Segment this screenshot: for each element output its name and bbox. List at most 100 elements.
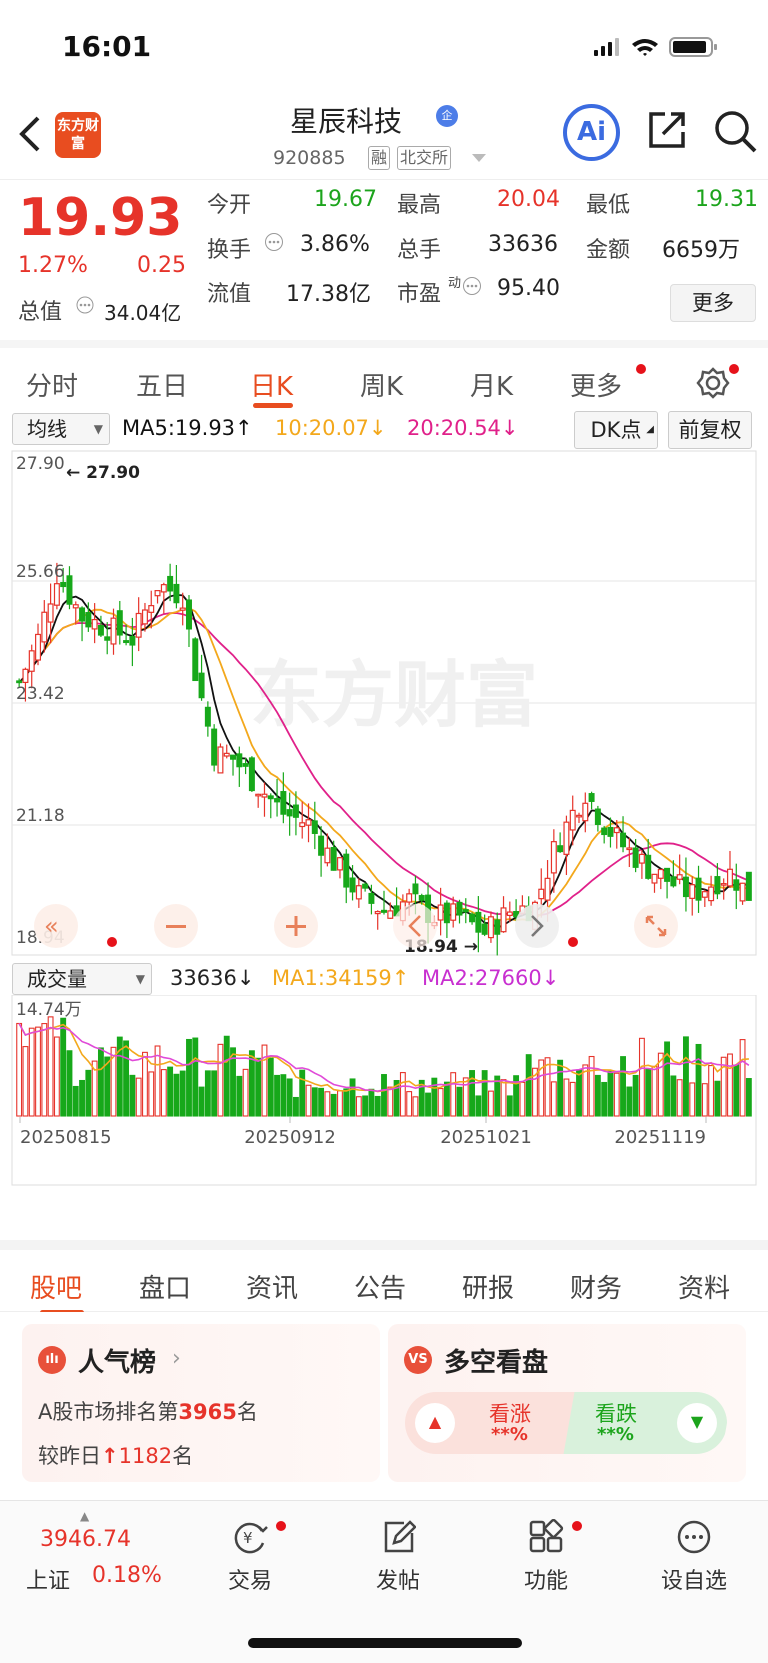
function-tab[interactable]: 功能 xyxy=(486,1519,606,1595)
post-tab[interactable]: 发帖 xyxy=(338,1519,458,1595)
volume-bar xyxy=(708,1065,715,1117)
fullscreen-button[interactable] xyxy=(634,904,678,948)
notification-dot xyxy=(729,364,739,374)
candle-body xyxy=(135,612,142,638)
volume-bar xyxy=(318,1087,325,1117)
tab-pankou[interactable]: 盘口 xyxy=(139,1274,192,1304)
info-icon[interactable] xyxy=(264,232,284,252)
arrow-up-icon: ↑ xyxy=(101,1444,119,1468)
indicator-selector-label: 均线 xyxy=(27,417,67,441)
tab-announcements[interactable]: 公告 xyxy=(354,1274,407,1304)
candle-body xyxy=(355,885,362,900)
volume-ma2: MA2:27660↓ xyxy=(422,966,560,990)
ai-button[interactable]: Ai xyxy=(563,104,620,161)
search-icon[interactable] xyxy=(712,108,760,156)
volume-legend: 成交量 ▼ 33636↓ MA1:34159↑ MA2:27660↓ xyxy=(0,960,768,1000)
popularity-card[interactable]: ılı 人气榜 › A股市场排名第3965名 较昨日↑1182名 xyxy=(22,1324,380,1482)
volume-bar xyxy=(506,1095,513,1117)
tab-weekly-k[interactable]: 周K xyxy=(360,372,404,402)
volume-bar xyxy=(311,1087,318,1117)
tab-monthly-k[interactable]: 月K xyxy=(470,372,514,402)
candle-body xyxy=(217,746,224,774)
step-right-button[interactable] xyxy=(515,904,559,948)
volume-bar xyxy=(727,1053,733,1117)
candle-body xyxy=(192,638,199,682)
volume-bar xyxy=(594,1074,601,1117)
candle-body xyxy=(695,877,702,901)
volume-bar xyxy=(494,1075,501,1117)
index-name[interactable]: 上证 xyxy=(26,1569,71,1594)
back-icon[interactable] xyxy=(16,114,44,154)
candle-body xyxy=(638,853,645,864)
tab-five-day[interactable]: 五日 xyxy=(136,372,189,402)
low-value: 19.31 xyxy=(695,187,758,212)
volume-bar xyxy=(236,1075,243,1117)
volume-bar xyxy=(292,1096,299,1117)
more-button[interactable]: 更多 xyxy=(670,284,756,322)
info-icon[interactable] xyxy=(462,276,482,296)
tab-profile[interactable]: 资料 xyxy=(678,1274,731,1304)
scroll-left-button[interactable] xyxy=(34,904,78,948)
candle-body xyxy=(223,752,230,757)
status-time: 16:01 xyxy=(62,30,152,63)
expand-icon xyxy=(645,915,667,937)
candle-body xyxy=(544,877,551,901)
pe-label: 市盈 xyxy=(397,282,442,307)
tab-news[interactable]: 资讯 xyxy=(246,1274,299,1304)
volume-bar xyxy=(733,1064,740,1117)
settings-icon[interactable] xyxy=(696,366,730,400)
volume-bar xyxy=(651,1065,658,1117)
volume-bar xyxy=(368,1088,375,1117)
date-label: 20251119 xyxy=(614,1127,706,1148)
tab-daily-k[interactable]: 日K xyxy=(250,372,294,402)
share-icon[interactable] xyxy=(645,108,689,152)
marker-dot xyxy=(568,937,578,947)
candle-body xyxy=(248,757,255,792)
candle-body xyxy=(28,650,35,672)
index-change[interactable]: 0.18% xyxy=(92,1563,162,1588)
candle-body xyxy=(387,910,394,919)
volume-bar xyxy=(186,1038,192,1117)
step-left-button[interactable] xyxy=(393,904,437,948)
trade-tab[interactable]: ¥ 交易 xyxy=(190,1519,310,1595)
watchlist-tab[interactable]: 设自选 xyxy=(634,1519,754,1595)
volume-bar xyxy=(104,1056,111,1117)
tab-finance[interactable]: 财务 xyxy=(570,1274,623,1304)
dk-point-button[interactable]: DK点 ◢ xyxy=(574,411,658,449)
marker-dot xyxy=(107,937,117,947)
candle-body xyxy=(41,611,48,643)
candle-body xyxy=(632,847,639,868)
indicator-selector[interactable]: 均线 ▼ xyxy=(12,413,110,445)
volume-bar xyxy=(720,1056,727,1117)
candles xyxy=(16,562,752,956)
more-icon xyxy=(677,1520,711,1554)
tab-intraday[interactable]: 分时 xyxy=(26,372,79,402)
adjust-button[interactable]: 前复权 xyxy=(668,411,752,449)
margin-tag: 融 xyxy=(368,146,391,170)
tab-research[interactable]: 研报 xyxy=(462,1274,515,1304)
active-tab-indicator xyxy=(253,403,293,408)
info-icon[interactable] xyxy=(76,296,94,314)
volume-bar xyxy=(217,1043,224,1117)
status-bar: 16:01 xyxy=(0,0,768,90)
volume-bar xyxy=(248,1050,255,1117)
tab-more[interactable]: 更多 xyxy=(570,372,623,402)
volume-chart[interactable]: 14.74万 20250815 20250912 20251021 20251119 xyxy=(0,995,768,1240)
volume-bar xyxy=(739,1039,746,1117)
volume-selector[interactable]: 成交量 ▼ xyxy=(12,963,152,995)
volume-bar xyxy=(167,1066,174,1117)
candle-body xyxy=(550,841,557,874)
volume-bar xyxy=(160,1069,167,1117)
volume-bar xyxy=(412,1096,419,1117)
dropdown-icon[interactable] xyxy=(472,154,486,164)
candle-body xyxy=(701,891,708,898)
volume-bar xyxy=(97,1047,104,1117)
candle-body xyxy=(569,809,576,831)
volume-bar xyxy=(487,1090,494,1117)
volume-bar xyxy=(374,1095,381,1117)
candle-body xyxy=(588,793,595,802)
mktcap-value: 34.04亿 xyxy=(104,301,182,325)
index-value[interactable]: 3946.74 xyxy=(40,1527,131,1552)
tab-guba[interactable]: 股吧 xyxy=(30,1274,83,1304)
